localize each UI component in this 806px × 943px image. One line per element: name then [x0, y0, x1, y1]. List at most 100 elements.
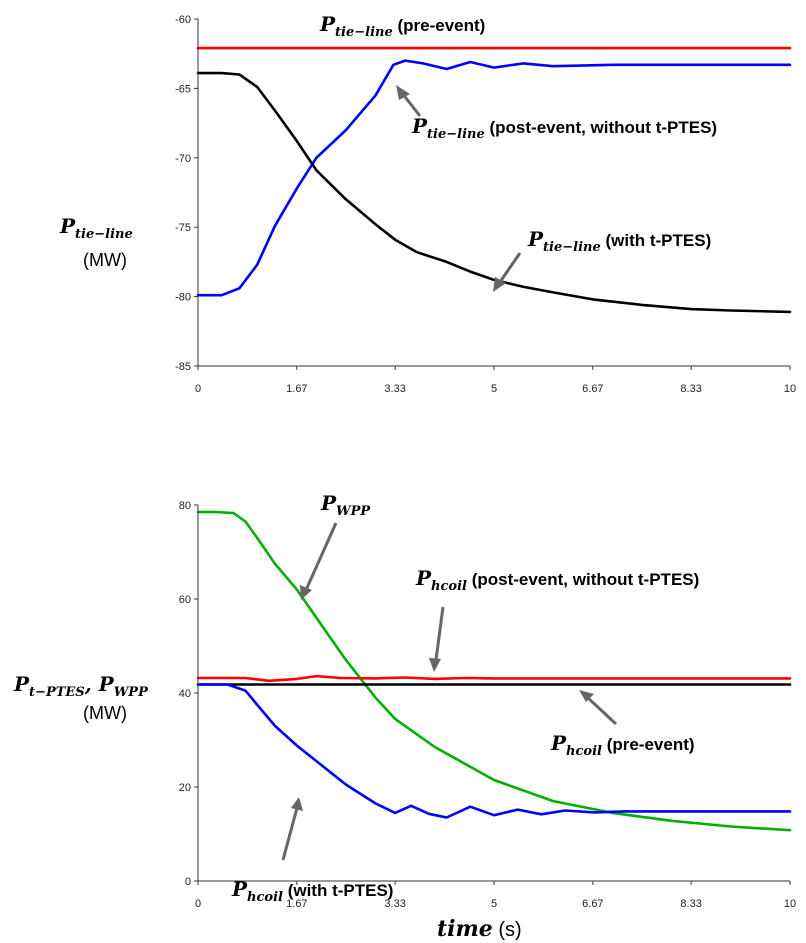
annotation-text: (pre-event) [602, 735, 695, 754]
power-x-tick-label: 10 [784, 898, 796, 910]
annotation-main: P [415, 566, 432, 590]
annotation-arrow [281, 807, 299, 861]
svg-text:Ptie−line (post-event, without: Ptie−line (post-event, without t-PTES) [411, 114, 717, 142]
annotation-arrowhead [429, 658, 441, 672]
power-series [196, 510, 792, 832]
annotation-text: (with t-PTES) [601, 231, 711, 250]
power-y-title-main-1: P [13, 672, 30, 696]
power-chart: 0 1.67 3.33 5 6.67 8.33 10 0 20 40 60 80 Pt−PTES, P… [13, 491, 796, 942]
svg-text:Phcoil (with t-PTES): Phcoil (with t-PTES) [231, 877, 393, 905]
annotation-text: (post-event, without t-PTES) [485, 118, 717, 137]
svg-text:Pt−PTES, PWPP: Pt−PTES, PWPP [13, 672, 149, 700]
svg-text:time (s): time (s) [437, 916, 522, 942]
power-x-tick-label: 3.33 [384, 898, 405, 910]
annotation-arrow [304, 522, 338, 591]
tie-line-series-line-1 [196, 59, 792, 297]
tie-line-y-title-main: P [59, 214, 76, 238]
svg-text:Ptie−line: Ptie−line [59, 214, 133, 242]
tie-line-x-tick-label: 8.33 [680, 383, 701, 395]
tie-line-y-tick-label: -70 [175, 153, 191, 165]
annotation-main: P [231, 877, 248, 901]
annotation-arrowhead [493, 277, 506, 292]
power-x-title-unit: (s) [493, 919, 522, 941]
tie-line-x-tick-label: 10 [784, 383, 796, 395]
tie-line-y-tick-label: -65 [175, 83, 191, 95]
annotation-main: P [527, 227, 544, 251]
svg-text:Ptie−line (pre-event): Ptie−line (pre-event) [319, 12, 485, 40]
power-y-title: Pt−PTES, PWPP (MW) [13, 672, 149, 723]
annotation-main: P [319, 12, 336, 36]
tie-line-chart: 0 1.67 3.33 5 6.67 8.33 10 -60 -65 -70 -75 -80 -85 P… [59, 12, 796, 395]
tie-line-series-line-2 [196, 71, 792, 314]
tie-line-y-tick-label: -85 [175, 361, 191, 373]
power-x-title-main: time [437, 916, 493, 942]
annotation-tie-line-without-tptes: Ptie−line (post-event, without t-PTES) [396, 85, 717, 142]
power-y-title-sep: , [84, 672, 99, 696]
annotation-arrowhead [396, 85, 410, 100]
annotation-tie-line-with-tptes: Ptie−line (with t-PTES) [493, 227, 711, 292]
svg-text:Phcoil (pre-event): Phcoil (pre-event) [550, 731, 695, 759]
annotation-arrowhead [291, 797, 303, 811]
tie-line-series [196, 46, 792, 314]
power-y-tick-label: 40 [179, 688, 191, 700]
power-x-tick-label: 0 [195, 898, 201, 910]
annotation-arrow [400, 92, 422, 117]
annotation-sub: tie−line [543, 240, 601, 255]
power-series-line-0 [196, 510, 792, 832]
power-y-tick-label: 80 [179, 500, 191, 512]
svg-text:PWPP: PWPP [320, 491, 371, 519]
power-x-tick-label: 5 [491, 898, 497, 910]
annotation-arrow [585, 695, 618, 726]
power-y-title-sub-1: t−PTES [29, 685, 85, 700]
annotation-arrow [498, 252, 522, 283]
tie-line-x-tick-label: 6.67 [582, 383, 603, 395]
annotation-wpp: PWPP [300, 491, 371, 600]
annotation-sub: tie−line [427, 127, 485, 142]
annotation-hcoil-pre-event: Phcoil (pre-event) [550, 690, 695, 759]
annotation-sub: hcoil [247, 890, 283, 905]
tie-line-x-tick-label: 5 [491, 383, 497, 395]
tie-line-x-tick-label: 3.33 [384, 383, 405, 395]
power-ticks: 0 1.67 3.33 5 6.67 8.33 10 0 20 40 60 80 [179, 500, 796, 910]
power-x-tick-label: 8.33 [680, 898, 701, 910]
power-series-line-3 [196, 683, 792, 819]
annotation-arrowhead [300, 585, 312, 600]
power-y-tick-label: 0 [185, 876, 191, 888]
svg-text:Ptie−line (with t-PTES): Ptie−line (with t-PTES) [527, 227, 711, 255]
annotation-text: (post-event, without t-PTES) [467, 570, 699, 589]
power-series-line-1 [196, 674, 792, 683]
annotation-tie-line-pre-event: Ptie−line (pre-event) [319, 12, 485, 40]
annotation-text: (pre-event) [393, 16, 486, 35]
power-y-title-sub-2: WPP [114, 685, 149, 700]
tie-line-x-tick-label: 0 [195, 383, 201, 395]
annotation-sub: hcoil [431, 579, 467, 594]
annotation-main: P [320, 491, 337, 515]
annotation-hcoil-with-tptes: Phcoil (with t-PTES) [231, 797, 393, 905]
annotation-main: P [411, 114, 428, 138]
annotation-text: (with t-PTES) [283, 881, 393, 900]
annotation-sub: WPP [336, 504, 371, 519]
annotation-arrowhead [579, 690, 594, 702]
tie-line-ticks: 0 1.67 3.33 5 6.67 8.33 10 -60 -65 -70 -75 -80 -85 [175, 14, 796, 395]
annotation-main: P [550, 731, 567, 755]
tie-line-y-tick-label: -80 [175, 292, 191, 304]
annotation-arrow [434, 606, 445, 661]
annotation-sub: tie−line [335, 25, 393, 40]
tie-line-x-tick-label: 1.67 [286, 383, 307, 395]
power-x-tick-label: 6.67 [582, 898, 603, 910]
power-y-title-unit: (MW) [83, 703, 127, 723]
svg-text:Phcoil (post-event, without t-: Phcoil (post-event, without t-PTES) [415, 566, 699, 594]
tie-line-y-title-sub: tie−line [75, 227, 133, 242]
tie-line-y-title: Ptie−line (MW) [59, 214, 133, 270]
power-y-title-main-2: P [98, 672, 115, 696]
annotation-sub: hcoil [566, 744, 602, 759]
tie-line-y-tick-label: -60 [175, 14, 191, 26]
tie-line-y-tick-label: -75 [175, 222, 191, 234]
power-y-tick-label: 20 [179, 782, 191, 794]
power-y-tick-label: 60 [179, 594, 191, 606]
power-x-tick-label: 1.67 [286, 898, 307, 910]
annotation-hcoil-without-tptes: Phcoil (post-event, without t-PTES) [415, 566, 699, 672]
power-x-title: time (s) [437, 916, 522, 942]
tie-line-y-title-unit: (MW) [83, 250, 127, 270]
